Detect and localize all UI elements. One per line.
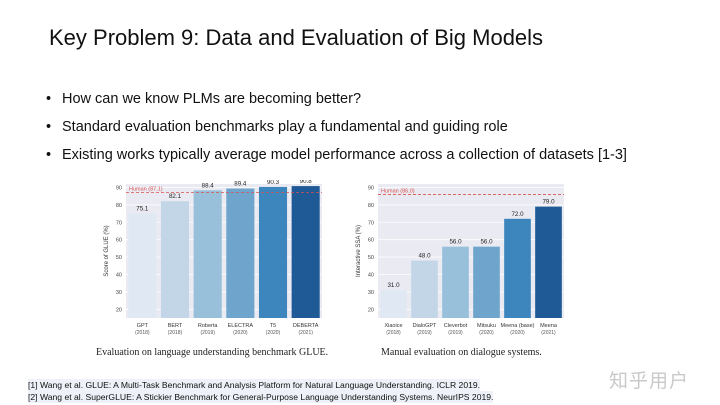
x-tick-year: (2021) xyxy=(298,330,313,336)
y-tick-label: 90 xyxy=(116,185,122,191)
x-tick-label: Mitsuku xyxy=(477,323,496,329)
bar xyxy=(226,188,255,318)
bar xyxy=(380,290,407,318)
glue-bar-chart: 20 30 40 50 60 70 80 90 Score of GLUE (%) 75.1 GPT… xyxy=(104,180,322,336)
x-tick-label: Cleverbot xyxy=(444,323,468,329)
bar-value-label: 90.3 xyxy=(267,180,280,186)
y-axis-label: Interactive SSA (%) xyxy=(356,225,362,277)
bar-value-label: 56.0 xyxy=(480,239,493,246)
x-tick-year: (2019) xyxy=(417,330,432,336)
slide-title: Key Problem 9: Data and Evaluation of Bi… xyxy=(49,25,544,50)
bar xyxy=(535,206,562,318)
x-tick-year: (2021) xyxy=(541,330,556,336)
x-tick-label: T5 xyxy=(270,323,276,329)
bar-value-label: 79.0 xyxy=(542,199,555,206)
bar xyxy=(411,260,438,318)
bar xyxy=(442,246,469,318)
y-tick-label: 30 xyxy=(368,290,374,296)
x-tick-label: Xiaoice xyxy=(384,323,402,329)
x-tick-label: ELECTRA xyxy=(228,323,254,329)
human-reference-label: Human (87.1) xyxy=(129,187,163,193)
bar-value-label: 89.4 xyxy=(234,181,247,188)
bar-value-label: 75.1 xyxy=(136,205,149,212)
y-tick-label: 70 xyxy=(368,220,374,226)
bar-value-label: 31.0 xyxy=(387,282,400,289)
bar xyxy=(128,213,157,318)
x-tick-label: Meena (base) xyxy=(501,323,535,329)
bullet-item: Existing works typically average model p… xyxy=(46,145,627,173)
y-tick-label: 50 xyxy=(116,255,122,261)
bar xyxy=(291,186,320,318)
bar-value-label: 90.8 xyxy=(300,180,313,185)
bar-value-label: 56.0 xyxy=(449,239,462,246)
x-tick-year: (2019) xyxy=(200,330,215,336)
y-tick-label: 50 xyxy=(368,255,374,261)
dialogue-chart-caption: Manual evaluation on dialogue systems. xyxy=(381,347,542,358)
y-tick-label: 40 xyxy=(116,272,122,278)
bullet-item: How can we know PLMs are becoming better… xyxy=(46,89,627,117)
bar-value-label: 72.0 xyxy=(511,211,524,218)
bullet-item: Standard evaluation benchmarks play a fu… xyxy=(46,117,627,145)
x-tick-year: (2018) xyxy=(386,330,401,336)
y-tick-label: 20 xyxy=(116,307,122,313)
bar xyxy=(193,190,222,318)
bar-value-label: 88.4 xyxy=(202,182,215,189)
bullet-list: How can we know PLMs are becoming better… xyxy=(46,89,627,173)
glue-chart-caption: Evaluation on language understanding ben… xyxy=(96,347,329,358)
x-tick-year: (2020) xyxy=(510,330,525,336)
plot-area xyxy=(126,184,322,318)
y-tick-label: 60 xyxy=(368,238,374,244)
bar xyxy=(504,218,531,318)
reference-item: [1] Wang et al. GLUE: A Multi-Task Bench… xyxy=(28,379,481,391)
x-tick-year: (2018) xyxy=(168,330,183,336)
x-tick-year: (2020) xyxy=(479,330,494,336)
y-tick-label: 80 xyxy=(116,203,122,209)
x-tick-label: DEBERTA xyxy=(293,323,319,329)
y-tick-label: 30 xyxy=(116,290,122,296)
x-tick-label: Meena xyxy=(540,323,558,329)
x-tick-label: GPT xyxy=(137,323,149,329)
x-tick-label: Roberta xyxy=(198,323,219,329)
y-tick-label: 70 xyxy=(116,220,122,226)
x-tick-year: (2019) xyxy=(448,330,463,336)
bar xyxy=(258,186,288,318)
reference-item: [2] Wang et al. SuperGLUE: A Stickier Be… xyxy=(28,391,494,403)
human-reference-label: Human (86.0) xyxy=(381,188,415,194)
x-tick-year: (2020) xyxy=(233,330,248,336)
references: [1] Wang et al. GLUE: A Multi-Task Bench… xyxy=(28,379,494,403)
x-tick-year: (2020) xyxy=(266,330,281,336)
x-tick-label: BERT xyxy=(168,323,183,329)
dialogue-bar-chart: 20 30 40 50 60 70 80 90 Interactive SSA (%) 31.0 X… xyxy=(356,184,564,336)
bar-value-label: 48.0 xyxy=(418,253,431,260)
bar-value-label: 82.1 xyxy=(169,193,182,200)
x-tick-label: DialoGPT xyxy=(413,323,437,329)
plot-area xyxy=(378,184,564,318)
bar xyxy=(473,246,500,318)
y-tick-label: 40 xyxy=(368,272,374,278)
y-tick-label: 60 xyxy=(116,238,122,244)
y-axis-label: Score of GLUE (%) xyxy=(104,225,110,276)
bar xyxy=(160,201,190,318)
y-tick-label: 90 xyxy=(368,185,374,191)
watermark-logo: 知乎用户 xyxy=(609,370,690,392)
x-tick-year: (2018) xyxy=(135,330,150,336)
y-tick-label: 20 xyxy=(368,307,374,313)
y-tick-label: 80 xyxy=(368,203,374,209)
